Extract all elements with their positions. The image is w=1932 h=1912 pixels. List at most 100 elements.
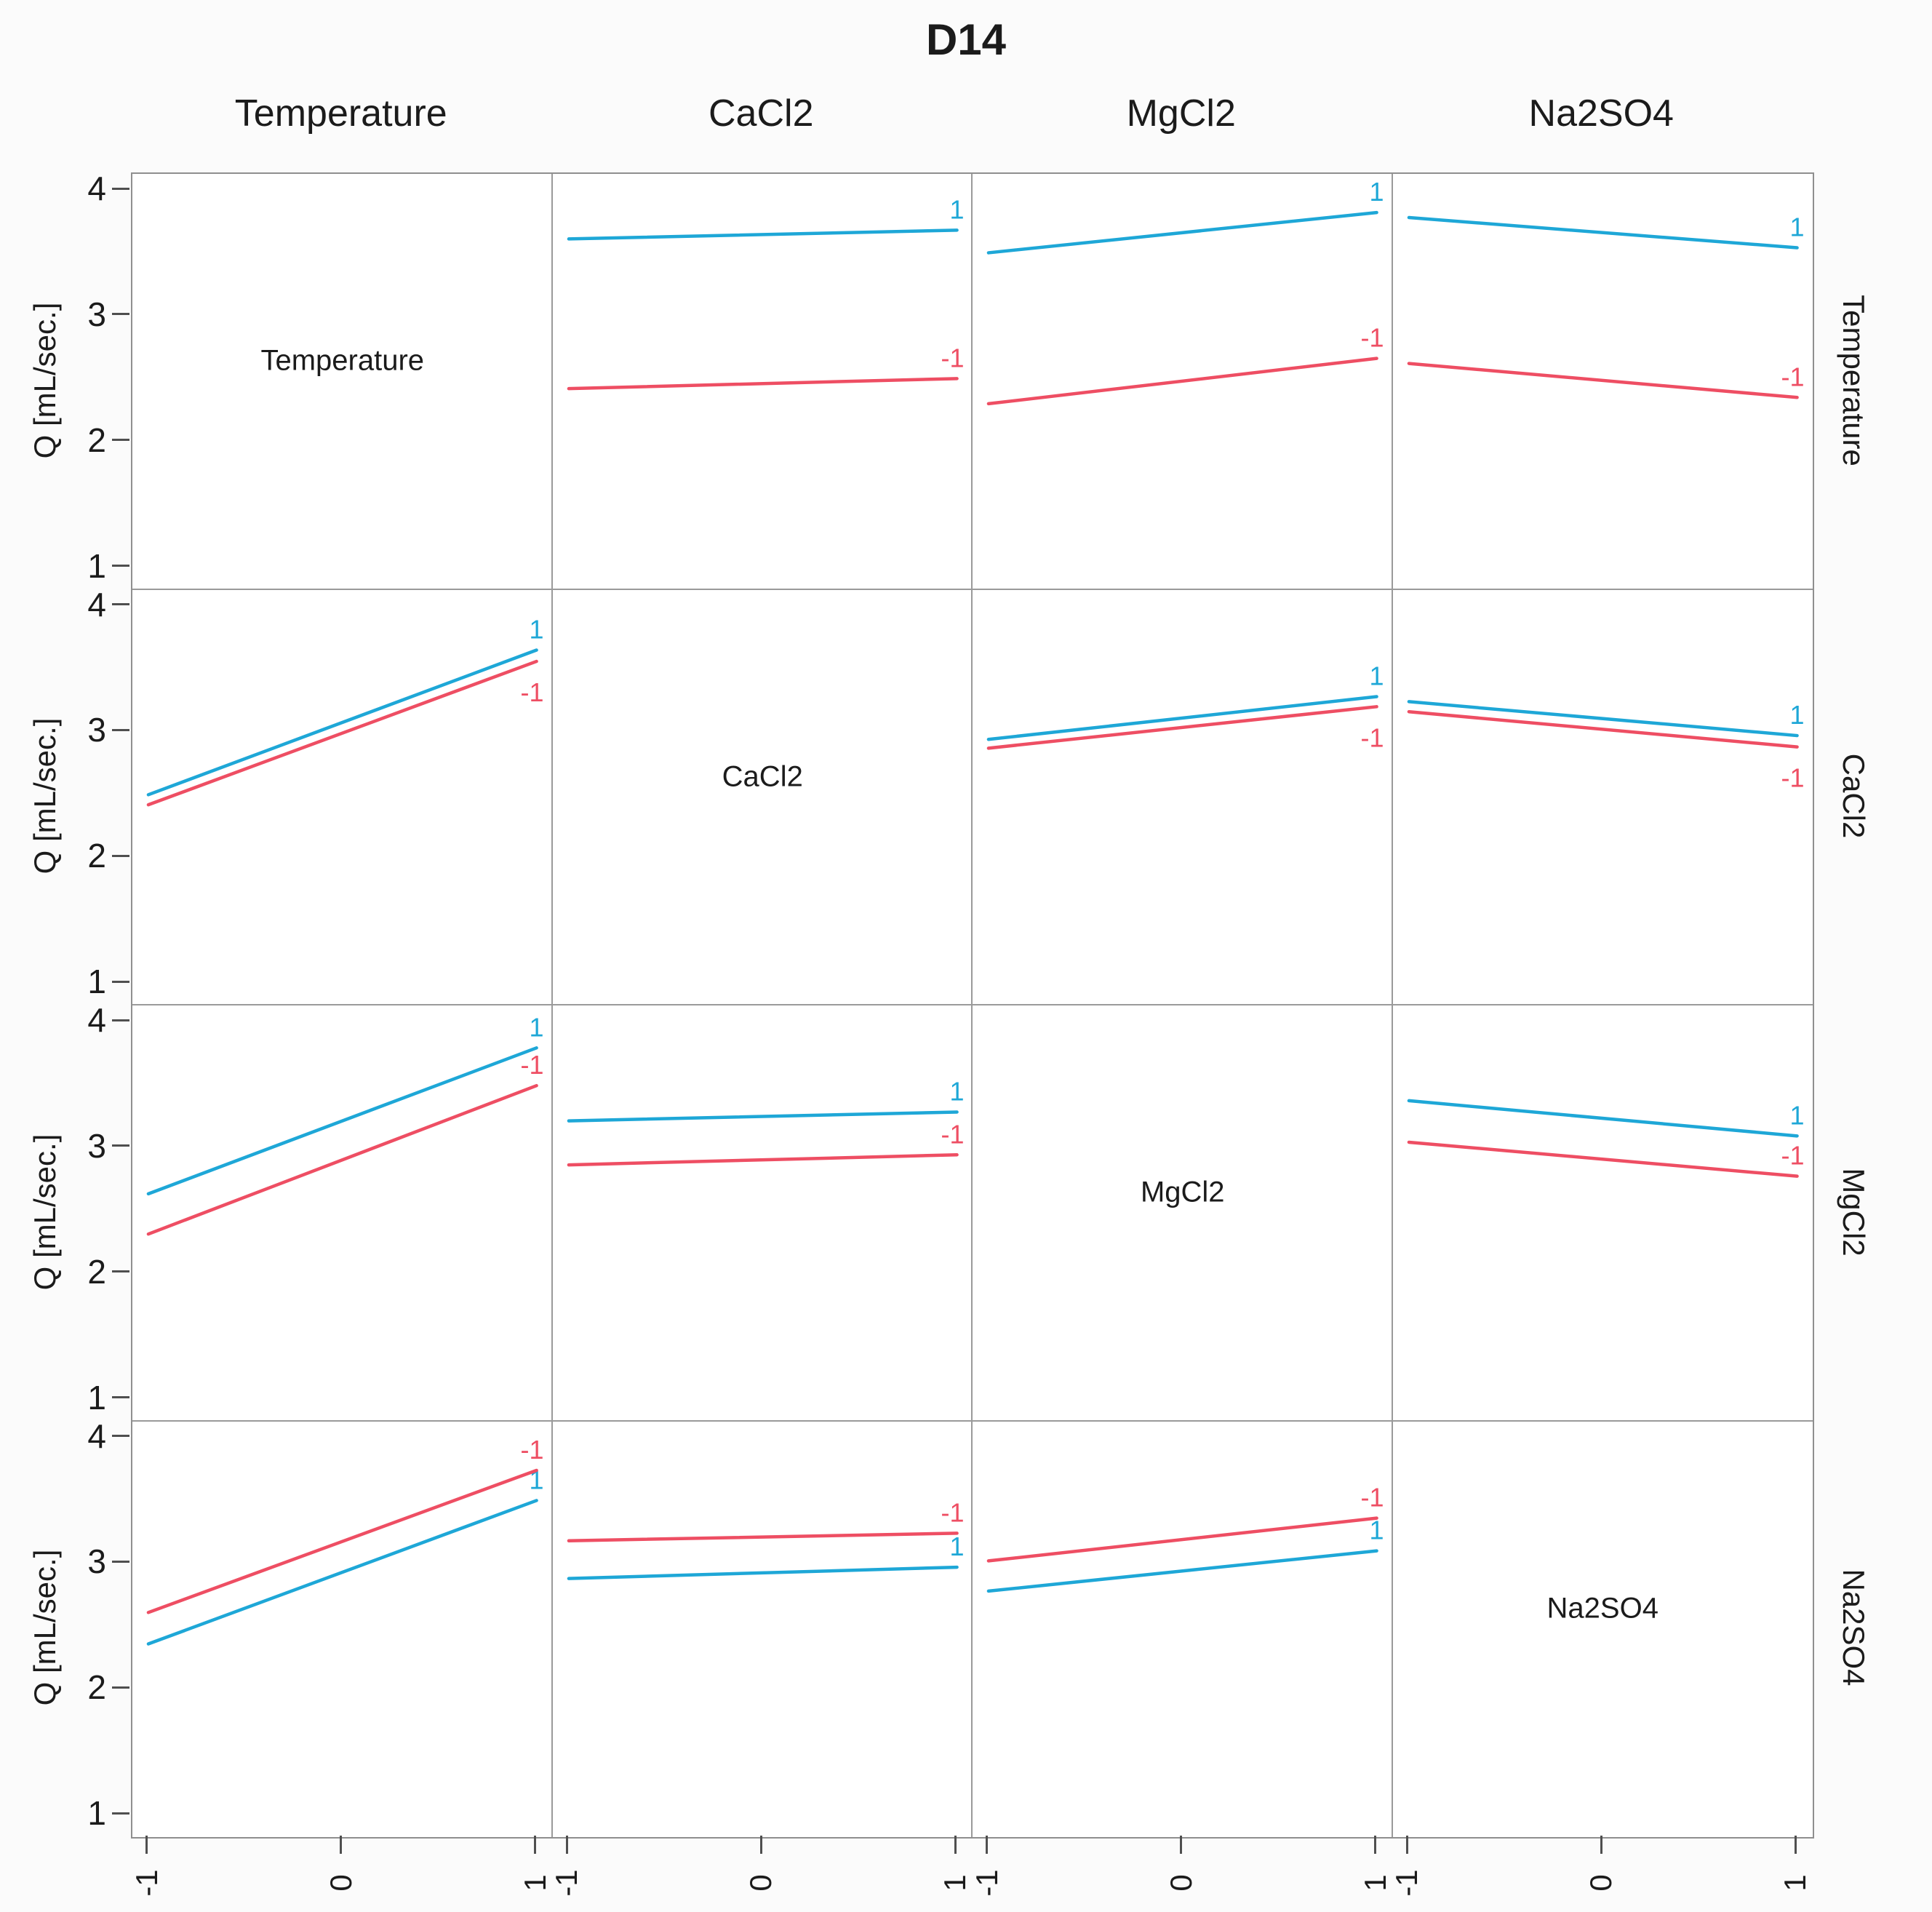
interaction-line-neg [1407,362,1799,399]
subplot-cell [132,174,553,590]
line-level-label-pos: 1 [1789,1100,1804,1130]
line-level-label-neg: -1 [1781,1141,1804,1171]
column-header: MgCl2 [1126,92,1236,135]
line-level-label-pos: 1 [1370,177,1384,207]
plot-grid: Temperature 1 -1 1 -1 1 -1 1 -1 CaCl2 1 -1 1 -1 1 -1 1 -1… [131,172,1814,1839]
y-tick-label: 2 [87,1252,106,1291]
subplot-cell: 1 -1 [1392,1005,1813,1422]
diagonal-factor-label: MgCl2 [1140,1176,1225,1208]
y-tick-label: 4 [87,585,106,624]
interaction-plot: 1 -1 [986,177,1384,406]
x-tick-label: 1 [1778,1874,1813,1892]
interaction-line-neg [567,377,959,391]
interaction-line-neg [1407,709,1799,749]
y-tick-mark [112,313,129,316]
x-tick-label: 0 [743,1874,778,1892]
subplot-cell: 1 -1 [973,589,1393,1005]
interaction-line-pos [1407,215,1799,250]
x-tick-label: 1 [517,1874,552,1892]
x-tick-mark [986,1836,989,1854]
line-level-label-neg: -1 [521,1434,544,1464]
line-level-label-neg: -1 [521,677,544,707]
y-tick-mark [112,1396,129,1399]
y-tick-label: 3 [87,295,106,333]
line-level-label-pos: 1 [949,1076,964,1106]
subplot-cell: 1 -1 [552,1005,973,1422]
y-tick-mark [112,854,129,857]
row-factor-label: CaCl2 [1837,753,1871,839]
row-factor-label: Temperature [1837,294,1871,466]
diagonal-factor-label: CaCl2 [722,760,803,793]
interaction-line-pos [146,1046,538,1196]
interaction-line-neg [986,704,1378,750]
line-level-label-neg: -1 [521,1050,544,1080]
interaction-plot: 1 -1 [146,614,544,806]
y-tick-label: 3 [87,711,106,749]
y-tick-label: 3 [87,1542,106,1581]
x-tick-mark [1374,1836,1377,1854]
interaction-line-pos [567,1565,959,1580]
column-header: CaCl2 [708,92,814,135]
line-level-label-pos: 1 [1789,700,1804,730]
interaction-line-pos [146,1498,538,1646]
x-tick-label: -1 [129,1869,164,1897]
line-level-label-neg: -1 [1781,762,1804,792]
interaction-line-pos [567,1110,959,1123]
y-tick-mark [112,1144,129,1147]
line-level-label-pos: 1 [949,1531,964,1561]
y-tick-mark [112,439,129,442]
line-level-label-neg: -1 [1361,722,1384,752]
y-tick-label: 1 [87,1378,106,1417]
x-tick-mark [1600,1836,1602,1854]
interaction-plot: 1-1 [567,194,964,391]
line-level-label-neg: -1 [941,1119,964,1149]
x-tick-label: -1 [549,1869,584,1897]
y-tick-label: 2 [87,1668,106,1707]
subplot-cell: 1 -1 [132,1005,553,1422]
page-title: D14 [925,15,1007,64]
column-header: Temperature [234,92,447,135]
subplot-cell [973,1005,1393,1422]
subplot-cell [1392,1421,1813,1837]
x-tick-label: -1 [969,1869,1004,1897]
line-level-label-pos: 1 [1370,661,1384,690]
y-tick-label: 1 [87,963,106,1001]
y-tick-label: 4 [87,170,106,207]
interaction-line-neg [146,1083,538,1236]
diagonal-factor-label: Na2SO4 [1546,1592,1658,1625]
y-tick-mark [112,728,129,731]
line-level-label-pos: 1 [530,614,544,644]
y-tick-mark [112,565,129,567]
interaction-plot: 1 -1 [986,661,1384,752]
x-tick-mark [1794,1836,1797,1854]
interaction-line-neg [567,1531,959,1542]
x-tick-label: 1 [938,1874,973,1892]
interaction-line-pos [986,1548,1378,1593]
x-tick-mark [565,1836,568,1854]
y-tick-label: 1 [87,1794,106,1833]
line-level-label-pos: 1 [949,194,964,224]
y-tick-label: 1 [87,546,106,585]
diagonal-factor-label: Temperature [260,344,425,377]
subplot-cell: 1 -1 [132,589,553,1005]
subplot-cell [552,589,973,1005]
x-tick-mark [759,1836,762,1854]
subplot-cell: 1 -1 [973,174,1393,590]
x-tick-label: 1 [1357,1874,1392,1892]
y-tick-mark [112,1812,129,1815]
interaction-plot: 1-1 [567,1497,964,1580]
x-tick-label: 0 [1584,1874,1618,1892]
y-tick-label: 3 [87,1126,106,1165]
line-level-label-neg: -1 [1361,323,1384,353]
y-tick-mark [112,980,129,983]
interaction-line-neg [986,1515,1378,1563]
y-tick-mark [112,1560,129,1563]
x-tick-label: 0 [323,1874,358,1892]
column-header: Na2SO4 [1528,92,1674,135]
interaction-line-neg [986,356,1378,406]
line-level-label-pos: 1 [530,1012,544,1042]
y-tick-label: 4 [87,1417,106,1455]
interaction-line-pos [986,210,1378,255]
x-tick-mark [534,1836,537,1854]
